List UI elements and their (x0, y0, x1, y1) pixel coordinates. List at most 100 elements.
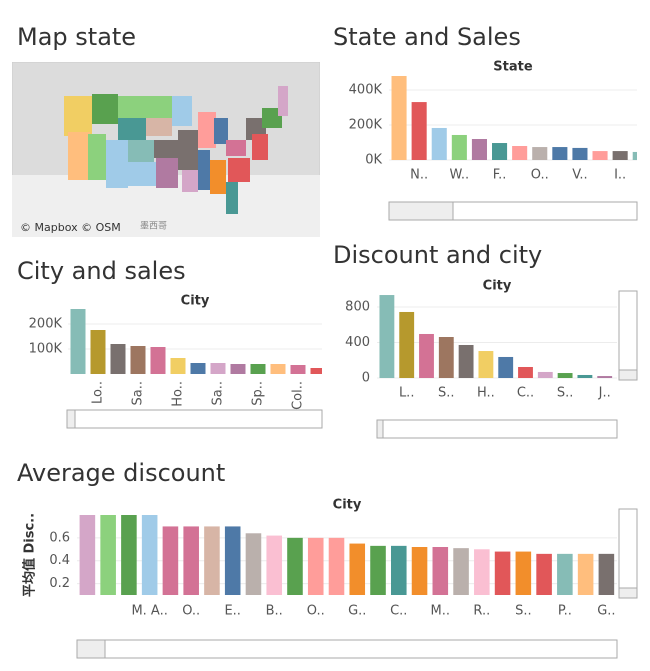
bars (391, 76, 637, 160)
bar (162, 526, 179, 595)
x-tick-label: Sa.. (131, 381, 146, 405)
scrollbar[interactable] (618, 290, 638, 381)
x-axis-title: City (181, 294, 210, 309)
y-tick-label: 100K (29, 342, 63, 357)
x-tick-label: M.. (431, 604, 450, 619)
bar (204, 526, 220, 595)
bar (431, 127, 447, 160)
bar (224, 526, 241, 595)
chart-title: Discount and city (333, 241, 542, 269)
map (12, 62, 320, 237)
bar (478, 351, 494, 378)
y-tick-label: 0 (362, 371, 370, 386)
bar (612, 151, 628, 160)
bar (290, 365, 306, 374)
x-tick-label: Col.. (291, 381, 306, 410)
bar (79, 515, 96, 595)
chart-title: State and Sales (333, 23, 521, 51)
x-tick-label: Ho.. (171, 381, 186, 407)
y-tick-label: 200K (29, 317, 63, 332)
bar (210, 363, 226, 374)
bar (474, 549, 490, 595)
bar (110, 344, 126, 374)
x-tick-label: C.. (517, 386, 534, 401)
bar (598, 553, 615, 595)
x-axis-title: City (483, 279, 512, 294)
scrollbar[interactable] (376, 419, 618, 439)
bar (250, 364, 266, 374)
bar (121, 515, 137, 595)
bar (512, 146, 528, 160)
bars (79, 515, 615, 595)
bar (287, 537, 303, 595)
bar (379, 295, 395, 378)
bar (310, 368, 322, 374)
bar (190, 363, 206, 374)
bar (328, 537, 345, 595)
y-tick-label: 0K (365, 153, 382, 168)
x-axis-title: State (493, 60, 533, 75)
y-tick-label: 400 (345, 335, 370, 350)
bar (592, 151, 608, 160)
bar (453, 548, 469, 595)
bar (100, 515, 116, 595)
bars (379, 295, 613, 378)
bars (70, 309, 322, 374)
map-label: 墨西哥 (140, 221, 167, 232)
x-tick-label: W.. (450, 168, 470, 183)
x-tick-label: N.. (410, 168, 428, 183)
chart-title: Average discount (17, 459, 225, 487)
bar (498, 356, 514, 378)
bar (245, 533, 262, 595)
bar (170, 358, 186, 374)
bar (390, 545, 407, 595)
chart-title: City and sales (17, 257, 186, 285)
bar (270, 364, 286, 374)
bar (536, 553, 552, 595)
x-tick-label: H.. (477, 386, 495, 401)
x-tick-label: M. A.. (131, 604, 167, 619)
x-tick-label: F.. (493, 168, 507, 183)
scrollbar[interactable] (66, 409, 323, 429)
bar (411, 102, 427, 160)
y-tick-label: 400K (349, 83, 383, 98)
bar (632, 151, 637, 160)
bar (438, 337, 454, 378)
bar (572, 147, 588, 160)
scrollbar[interactable] (618, 508, 638, 599)
x-tick-label: P.. (558, 604, 572, 619)
x-tick-label: Sa.. (211, 381, 226, 405)
x-tick-label: G.. (348, 604, 366, 619)
x-tick-label: S.. (557, 386, 574, 401)
bar (552, 147, 568, 160)
map-attribution: © Mapbox © OSM (20, 221, 121, 234)
y-tick-label: 0.4 (49, 553, 70, 568)
x-tick-label: O.. (182, 604, 200, 619)
bar (515, 551, 532, 595)
bar (537, 371, 553, 378)
bar (419, 333, 434, 378)
scrollbar[interactable] (388, 201, 638, 221)
scrollbar[interactable] (76, 639, 618, 659)
bar (577, 374, 593, 378)
x-tick-label: B.. (266, 604, 283, 619)
bar (307, 537, 324, 595)
bar (230, 364, 246, 374)
bar (458, 344, 474, 378)
bar (349, 543, 366, 595)
bar (399, 311, 415, 378)
x-tick-label: S.. (515, 604, 532, 619)
bar (90, 330, 106, 374)
y-tick-label: 200K (349, 118, 383, 133)
x-tick-label: E.. (224, 604, 240, 619)
x-tick-label: R.. (473, 604, 490, 619)
x-tick-label: S.. (438, 386, 455, 401)
x-tick-label: C.. (390, 604, 407, 619)
bar (557, 373, 573, 378)
bar (557, 553, 573, 595)
x-tick-label: O.. (531, 168, 549, 183)
x-tick-label: Sp.. (251, 381, 266, 406)
bar (492, 143, 508, 160)
x-tick-label: V.. (572, 168, 587, 183)
bar (150, 347, 166, 374)
